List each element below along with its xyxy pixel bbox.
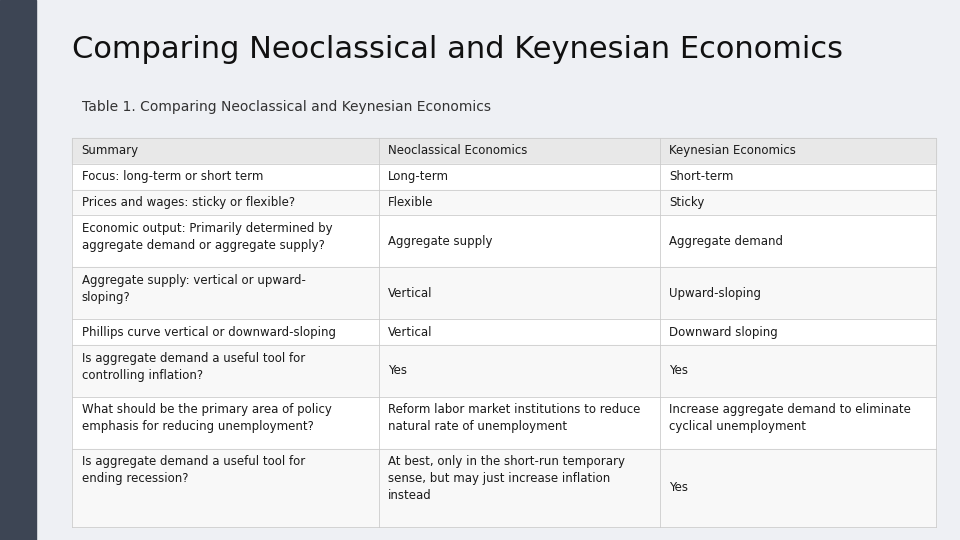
Text: Long-term: Long-term	[388, 170, 449, 183]
Text: Short-term: Short-term	[669, 170, 733, 183]
Text: Vertical: Vertical	[388, 287, 433, 300]
Text: Prices and wages: sticky or flexible?: Prices and wages: sticky or flexible?	[82, 196, 295, 209]
Text: Vertical: Vertical	[388, 326, 433, 339]
Text: Is aggregate demand a useful tool for
ending recession?: Is aggregate demand a useful tool for en…	[82, 455, 305, 485]
Text: Upward-sloping: Upward-sloping	[669, 287, 761, 300]
Text: Neoclassical Economics: Neoclassical Economics	[388, 144, 528, 157]
Text: Sticky: Sticky	[669, 196, 705, 209]
Text: Summary: Summary	[82, 144, 139, 157]
Text: Keynesian Economics: Keynesian Economics	[669, 144, 796, 157]
Text: Downward sloping: Downward sloping	[669, 326, 778, 339]
Text: At best, only in the short-run temporary
sense, but may just increase inflation
: At best, only in the short-run temporary…	[388, 455, 625, 502]
Text: Yes: Yes	[669, 364, 688, 377]
Text: Flexible: Flexible	[388, 196, 434, 209]
Text: Yes: Yes	[669, 481, 688, 494]
Text: What should be the primary area of policy
emphasis for reducing unemployment?: What should be the primary area of polic…	[82, 403, 331, 434]
Text: Increase aggregate demand to eliminate
cyclical unemployment: Increase aggregate demand to eliminate c…	[669, 403, 911, 434]
Text: Table 1. Comparing Neoclassical and Keynesian Economics: Table 1. Comparing Neoclassical and Keyn…	[82, 100, 491, 114]
Text: Reform labor market institutions to reduce
natural rate of unemployment: Reform labor market institutions to redu…	[388, 403, 640, 434]
Text: Comparing Neoclassical and Keynesian Economics: Comparing Neoclassical and Keynesian Eco…	[72, 35, 843, 64]
Text: Aggregate demand: Aggregate demand	[669, 235, 783, 248]
Text: Phillips curve vertical or downward-sloping: Phillips curve vertical or downward-slop…	[82, 326, 336, 339]
Text: Yes: Yes	[388, 364, 407, 377]
Text: Aggregate supply: vertical or upward-
sloping?: Aggregate supply: vertical or upward- sl…	[82, 274, 305, 304]
Text: Is aggregate demand a useful tool for
controlling inflation?: Is aggregate demand a useful tool for co…	[82, 352, 305, 382]
Text: Focus: long-term or short term: Focus: long-term or short term	[82, 170, 263, 183]
Text: Aggregate supply: Aggregate supply	[388, 235, 492, 248]
Text: Economic output: Primarily determined by
aggregate demand or aggregate supply?: Economic output: Primarily determined by…	[82, 222, 332, 252]
